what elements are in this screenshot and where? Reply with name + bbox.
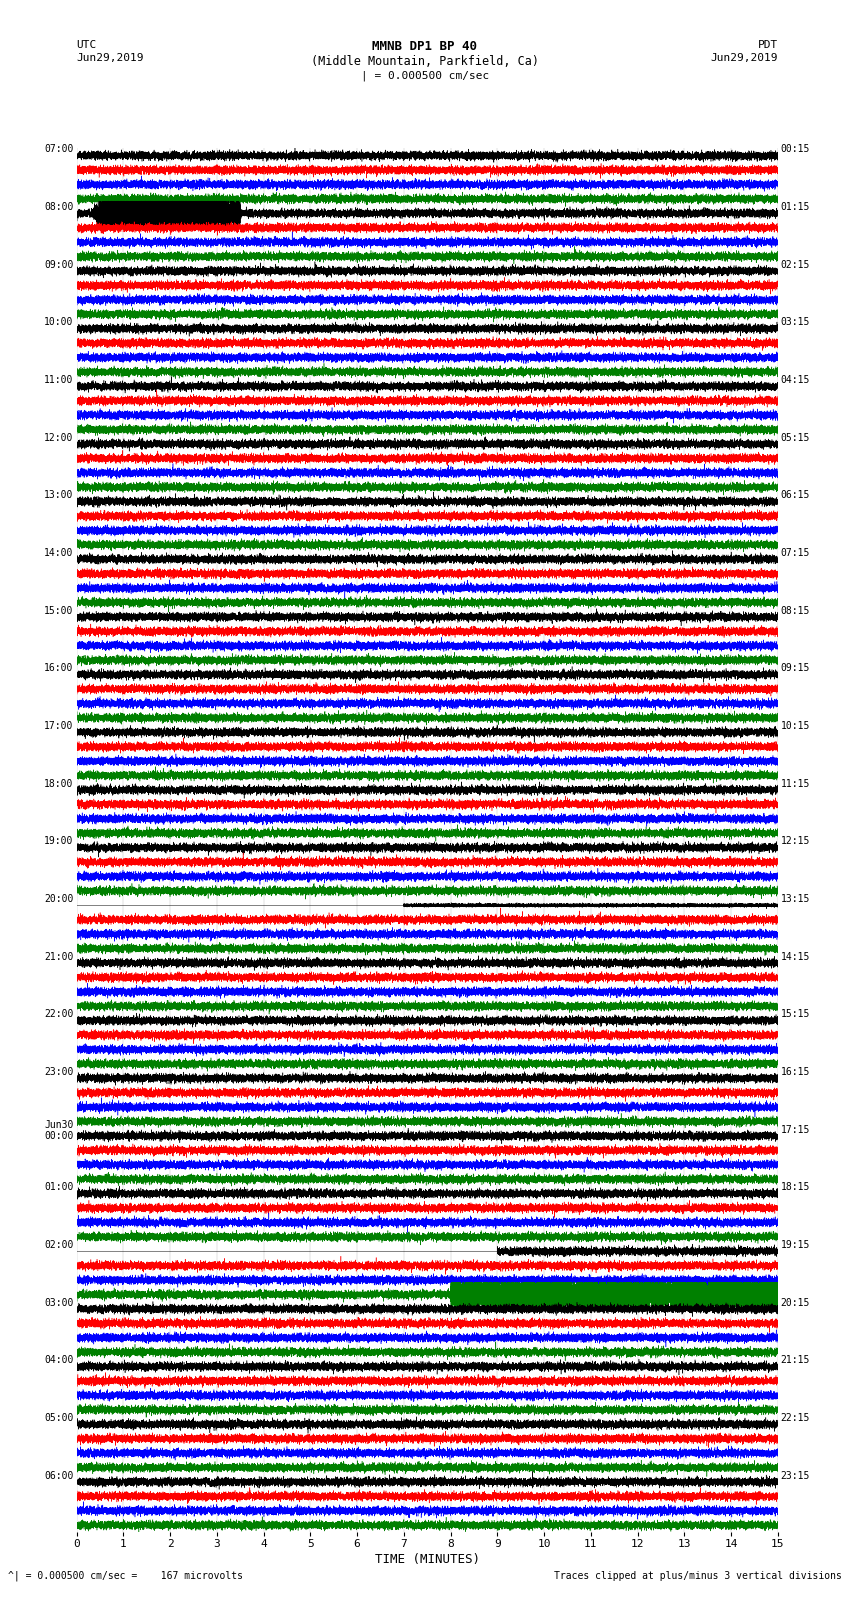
Text: UTC: UTC	[76, 40, 97, 50]
Text: MMNB DP1 BP 40: MMNB DP1 BP 40	[372, 40, 478, 53]
Text: Jun29,2019: Jun29,2019	[711, 53, 778, 63]
X-axis label: TIME (MINUTES): TIME (MINUTES)	[375, 1553, 479, 1566]
Text: (Middle Mountain, Parkfield, Ca): (Middle Mountain, Parkfield, Ca)	[311, 55, 539, 68]
Text: Traces clipped at plus/minus 3 vertical divisions: Traces clipped at plus/minus 3 vertical …	[553, 1571, 842, 1581]
Text: | = 0.000500 cm/sec: | = 0.000500 cm/sec	[361, 71, 489, 82]
Text: Jun29,2019: Jun29,2019	[76, 53, 144, 63]
Text: PDT: PDT	[757, 40, 778, 50]
Text: ^| = 0.000500 cm/sec =    167 microvolts: ^| = 0.000500 cm/sec = 167 microvolts	[8, 1569, 243, 1581]
